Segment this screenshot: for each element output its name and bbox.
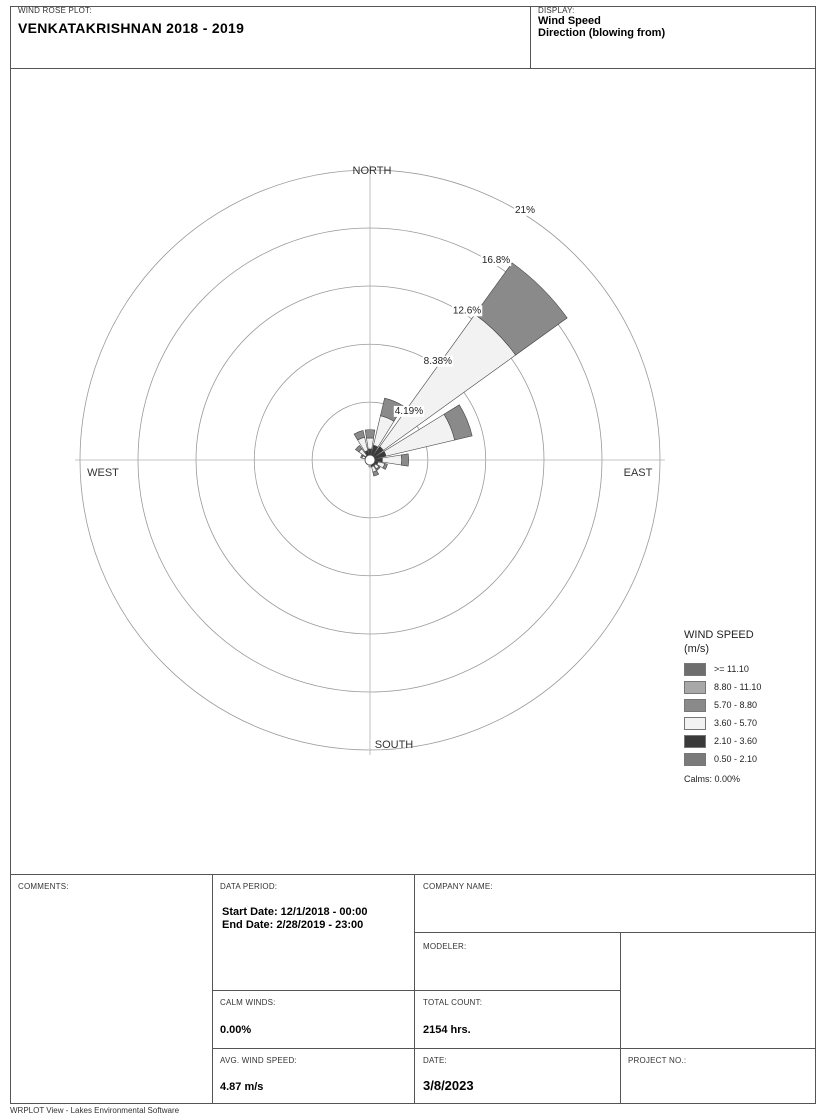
calm-winds-value: 0.00% xyxy=(220,1024,252,1036)
petal-segment-ese xyxy=(382,463,388,470)
company-name-label: COMPANY NAME: xyxy=(423,882,493,891)
ring-label: 4.19% xyxy=(395,406,423,417)
legend-swatch xyxy=(684,662,706,676)
legend-swatch xyxy=(684,752,706,766)
petal-segment-e xyxy=(401,453,409,467)
ring-label-background xyxy=(513,204,537,216)
legend-swatch xyxy=(684,734,706,748)
ring-labels: 4.19% 8.38% 12.6% 16.8% 21% xyxy=(393,204,537,417)
legend-units: (m/s) xyxy=(684,643,710,655)
legend-label: >= 11.10 xyxy=(714,664,749,674)
display-block: DISPLAY: Wind Speed Direction (blowing f… xyxy=(538,6,808,68)
ring-label-background xyxy=(480,255,512,267)
date-label: DATE: xyxy=(423,1056,447,1065)
end-date: End Date: 2/28/2019 - 23:00 xyxy=(222,919,364,931)
total-count-value: 2154 hrs. xyxy=(423,1024,471,1036)
compass-north: NORTH xyxy=(353,165,392,177)
ring-label-background xyxy=(422,355,454,367)
table-vline-2 xyxy=(414,874,415,1104)
legend-swatch xyxy=(684,680,706,694)
header-divider xyxy=(530,6,531,68)
calm-circle xyxy=(364,454,376,466)
petal-segment-se xyxy=(376,466,381,471)
petal-segment-n xyxy=(364,429,376,439)
table-top-line xyxy=(10,874,816,875)
legend-label: 8.80 - 11.10 xyxy=(714,682,762,692)
avg-wind-speed-label: AVG. WIND SPEED: xyxy=(220,1056,297,1065)
petal-segment-ene xyxy=(443,404,473,441)
table-hline-company xyxy=(414,932,816,933)
legend-title: WIND SPEED xyxy=(684,629,754,641)
legend: WIND SPEED (m/s) >= 11.10 8.80 - 11.10 5.7… xyxy=(684,628,804,784)
calms-text: Calms: 0.00% xyxy=(684,774,741,784)
display-line-2: Direction (blowing from) xyxy=(538,27,666,39)
legend-item: 3.60 - 5.70 xyxy=(684,714,804,732)
compass-south: SOUTH xyxy=(375,739,414,751)
petal-segment-ne xyxy=(474,262,568,356)
plot-label: WIND ROSE PLOT: xyxy=(18,6,92,15)
legend-item: >= 11.10 xyxy=(684,660,804,678)
legend-items: >= 11.10 8.80 - 11.10 5.70 - 8.80 3.60 - 5.… xyxy=(684,660,804,768)
compass-east: EAST xyxy=(624,467,653,479)
legend-item: 2.10 - 3.60 xyxy=(684,732,804,750)
project-no-label: PROJECT NO.: xyxy=(628,1056,687,1065)
table-hline-avg xyxy=(212,1048,816,1049)
legend-label: 3.60 - 5.70 xyxy=(714,718,758,728)
ring-label: 12.6% xyxy=(453,305,481,316)
display-label: DISPLAY: xyxy=(538,6,575,15)
petal-segment-sse xyxy=(372,470,380,477)
ring-label-background xyxy=(451,305,483,317)
petal-segment-nw xyxy=(355,445,363,453)
ring-label: 8.38% xyxy=(424,356,452,367)
page-frame xyxy=(10,6,816,1104)
table-vline-1 xyxy=(212,874,213,1104)
petal-segment-n xyxy=(366,437,374,450)
legend-swatch xyxy=(684,698,706,712)
comments-label: COMMENTS: xyxy=(18,882,69,891)
footer-credit: WRPLOT View - Lakes Environmental Softwa… xyxy=(10,1106,180,1115)
petal-segment-nnw xyxy=(353,430,365,441)
legend-item: 5.70 - 8.80 xyxy=(684,696,804,714)
wind-rose-petals xyxy=(353,262,568,477)
total-count-label: TOTAL COUNT: xyxy=(423,998,483,1007)
legend-item: 8.80 - 11.10 xyxy=(684,678,804,696)
legend-label: 0.50 - 2.10 xyxy=(714,754,758,764)
compass-west: WEST xyxy=(87,467,119,479)
data-period-label: DATA PERIOD: xyxy=(220,882,278,891)
legend-swatch xyxy=(684,716,706,730)
plot-title: VENKATAKRISHNAN 2018 - 2019 xyxy=(18,20,245,36)
legend-label: 5.70 - 8.80 xyxy=(714,700,758,710)
display-line-1: Wind Speed xyxy=(538,15,601,27)
ring-label-background xyxy=(393,405,425,417)
modeler-label: MODELER: xyxy=(423,942,467,951)
plot-title-block: WIND ROSE PLOT: VENKATAKRISHNAN 2018 - 2… xyxy=(18,6,518,68)
wind-rose-chart: 4.19% 8.38% 12.6% 16.8% 21% NORTH SOUTH EAST… xyxy=(75,165,665,755)
legend-item: 0.50 - 2.10 xyxy=(684,750,804,768)
calm-winds-label: CALM WINDS: xyxy=(220,998,276,1007)
legend-label: 2.10 - 3.60 xyxy=(714,736,758,746)
ring-label: 21% xyxy=(515,205,535,216)
table-hline-calm xyxy=(212,990,620,991)
petal-segment-wnw xyxy=(360,454,364,459)
date-value: 3/8/2023 xyxy=(423,1078,474,1093)
start-date: Start Date: 12/1/2018 - 00:00 xyxy=(222,906,368,918)
header-underline xyxy=(10,68,816,69)
avg-wind-speed-value: 4.87 m/s xyxy=(220,1081,264,1093)
table-vline-3 xyxy=(620,932,621,1104)
ring-label: 16.8% xyxy=(482,255,510,266)
